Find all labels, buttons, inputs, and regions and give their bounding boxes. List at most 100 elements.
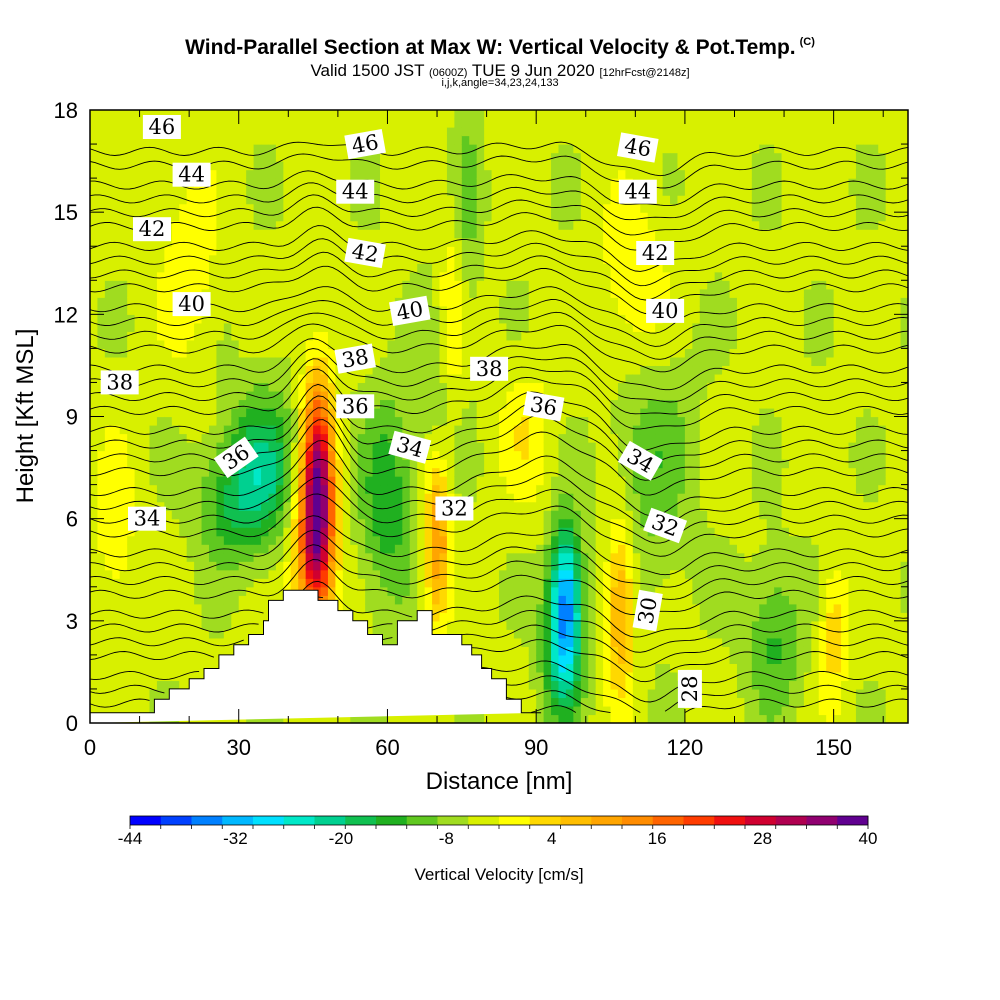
velocity-cell (313, 322, 322, 332)
velocity-cell (372, 493, 381, 503)
velocity-cell (238, 331, 247, 341)
velocity-cell (290, 280, 299, 290)
velocity-cell (573, 476, 582, 486)
velocity-cell (439, 527, 448, 537)
velocity-cell (387, 586, 396, 596)
velocity-cell (454, 399, 463, 409)
velocity-cell (216, 297, 225, 307)
velocity-cell (439, 365, 448, 375)
velocity-cell (327, 305, 336, 315)
velocity-cell (305, 169, 314, 179)
velocity-cell (275, 263, 284, 273)
velocity-cell (409, 382, 418, 392)
velocity-cell (134, 203, 143, 213)
velocity-cell (558, 527, 567, 537)
velocity-cell (454, 314, 463, 324)
velocity-cell (603, 646, 612, 656)
velocity-cell (499, 501, 508, 511)
velocity-cell (402, 118, 411, 128)
velocity-cell (119, 356, 128, 367)
velocity-cell (573, 484, 582, 494)
velocity-cell (372, 152, 381, 162)
velocity-cell (476, 646, 485, 656)
velocity-cell (551, 322, 560, 332)
velocity-cell (275, 305, 284, 315)
velocity-cell (253, 263, 262, 273)
velocity-cell (491, 586, 500, 596)
velocity-cell (357, 595, 366, 605)
velocity-cell (528, 569, 537, 579)
velocity-cell (365, 620, 374, 630)
velocity-cell (253, 322, 262, 332)
velocity-cell (588, 110, 597, 120)
velocity-cell (342, 552, 351, 562)
velocity-cell (357, 442, 366, 452)
velocity-cell (521, 561, 530, 571)
velocity-cell (342, 161, 351, 171)
velocity-cell (484, 212, 493, 222)
velocity-cell (499, 144, 508, 154)
velocity-cell (171, 629, 180, 639)
velocity-cell (513, 518, 522, 528)
velocity-cell (565, 220, 574, 230)
velocity-cell (171, 654, 180, 664)
velocity-cell (127, 416, 136, 426)
velocity-cell (164, 425, 173, 435)
velocity-cell (201, 450, 210, 460)
velocity-cell (261, 527, 270, 537)
velocity-cell (90, 646, 99, 656)
velocity-cell (380, 586, 389, 596)
velocity-cell (238, 195, 247, 205)
velocity-cell (97, 152, 106, 162)
velocity-cell (335, 203, 344, 213)
velocity-cell (156, 186, 165, 196)
velocity-cell (551, 254, 560, 264)
velocity-cell (320, 314, 329, 324)
velocity-cell (171, 476, 180, 486)
velocity-cell (223, 237, 232, 247)
velocity-cell (90, 595, 99, 605)
velocity-cell (194, 484, 203, 494)
velocity-cell (446, 442, 455, 452)
velocity-cell (551, 169, 560, 179)
velocity-cell (253, 305, 262, 315)
velocity-cell (432, 254, 441, 264)
velocity-cell (313, 110, 322, 120)
velocity-cell (156, 169, 165, 179)
velocity-cell (484, 501, 493, 511)
velocity-cell (268, 356, 277, 367)
velocity-cell (595, 220, 604, 230)
velocity-cell (551, 433, 560, 443)
velocity-cell (350, 484, 359, 494)
velocity-cell (231, 314, 240, 324)
velocity-cell (149, 246, 158, 256)
velocity-cell (551, 612, 560, 622)
velocity-cell (90, 348, 99, 358)
velocity-cell (186, 331, 195, 341)
velocity-cell (246, 416, 255, 426)
velocity-cell (208, 118, 218, 128)
velocity-cell (536, 152, 545, 162)
velocity-cell (543, 220, 552, 230)
velocity-cell (409, 229, 418, 239)
velocity-cell (506, 212, 515, 222)
velocity-cell (275, 297, 284, 307)
velocity-cell (216, 356, 225, 367)
velocity-cell (484, 612, 493, 622)
velocity-cell (521, 612, 530, 622)
velocity-cell (499, 407, 508, 418)
velocity-cell (476, 476, 485, 486)
velocity-cell (313, 305, 322, 315)
velocity-cell (580, 237, 589, 247)
velocity-cell (446, 152, 455, 162)
velocity-cell (104, 322, 113, 332)
velocity-cell (350, 339, 359, 349)
velocity-cell (551, 680, 560, 690)
velocity-cell (558, 382, 567, 392)
velocity-cell (536, 442, 545, 452)
velocity-cell (142, 365, 151, 375)
velocity-cell (238, 220, 247, 230)
velocity-cell (112, 390, 121, 401)
velocity-cell (290, 195, 299, 205)
velocity-cell (469, 186, 478, 196)
